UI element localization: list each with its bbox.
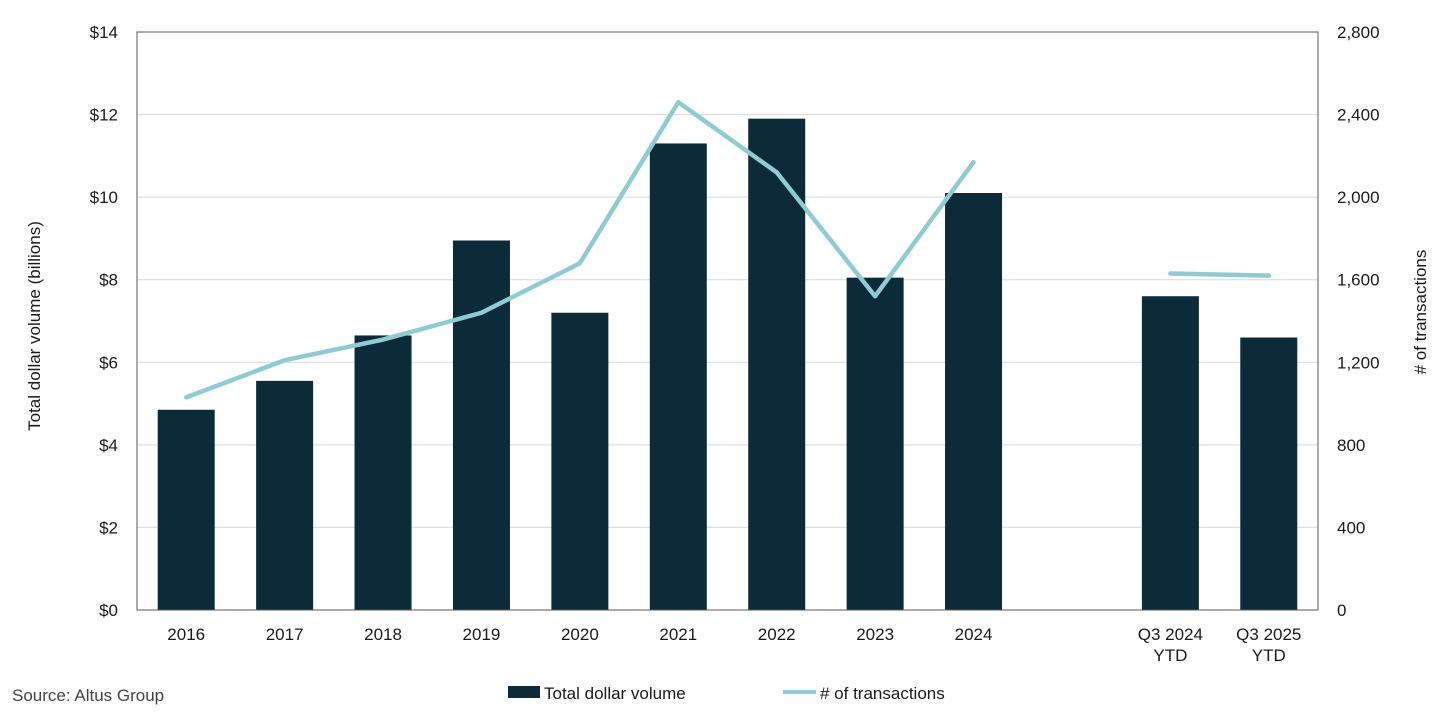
y-left-tick-label: $14 <box>90 23 118 42</box>
x-tick-label: 2021 <box>659 625 697 644</box>
y-left-tick-label: $10 <box>90 188 118 207</box>
legend: Total dollar volume # of transactions <box>508 684 945 703</box>
x-tick-label-line: 2016 <box>167 625 205 644</box>
x-tick-label-line: YTD <box>1252 646 1286 665</box>
bar <box>551 312 609 610</box>
x-tick-label-line: YTD <box>1153 646 1187 665</box>
x-axis-ticks: 2016 2017 2018 2019 2020 2021 2022 2023 2024 Q3 2… <box>167 625 1301 665</box>
x-tick-label-line: 2024 <box>955 625 993 644</box>
y-right-tick-label: 400 <box>1337 518 1365 537</box>
source-note: Source: Altus Group <box>12 686 164 705</box>
bar <box>452 240 510 610</box>
x-tick-label-line: 2023 <box>856 625 894 644</box>
x-tick-label-line: 2021 <box>659 625 697 644</box>
y-left-tick-label: $8 <box>99 271 118 290</box>
x-tick-label-line: 2022 <box>758 625 796 644</box>
y-left-tick-label: $6 <box>99 353 118 372</box>
plot-frame <box>136 31 1319 611</box>
legend-swatch-bar <box>508 686 540 698</box>
bar <box>846 277 904 610</box>
y-left-tick-label: $2 <box>99 518 118 537</box>
x-tick-label-line: 2019 <box>463 625 501 644</box>
y-right-tick-label: 1,200 <box>1337 353 1380 372</box>
x-tick-label: 2024 <box>955 625 993 644</box>
x-tick-label: 2022 <box>758 625 796 644</box>
x-tick-label-line: Q3 2025 <box>1236 625 1301 644</box>
y-right-tick-label: 0 <box>1337 601 1346 620</box>
bar <box>157 409 215 610</box>
y-left-axis-label: Total dollar volume (billions) <box>25 221 44 431</box>
x-tick-label: 2019 <box>463 625 501 644</box>
x-tick-label: 2020 <box>561 625 599 644</box>
x-tick-label-line: 2018 <box>364 625 402 644</box>
x-tick-label: Q3 2024 YTD <box>1138 625 1203 665</box>
y-left-tick-label: $12 <box>90 106 118 125</box>
x-tick-label-line: 2017 <box>266 625 304 644</box>
right-axis-ticks: 0 400 800 1,200 1,600 2,000 2,400 2,800 <box>1337 23 1380 620</box>
series-line <box>1168 271 1272 278</box>
plot-border <box>136 31 1319 611</box>
bar <box>945 193 1003 610</box>
series-line <box>183 99 976 400</box>
gridlines <box>137 114 1318 528</box>
bar <box>649 143 707 610</box>
bar <box>256 380 314 610</box>
bar <box>1141 296 1199 610</box>
left-axis-ticks: $0 $2 $4 $6 $8 $10 $12 $14 <box>90 23 118 620</box>
x-tick-label: 2023 <box>856 625 894 644</box>
x-tick-label-line: 2020 <box>561 625 599 644</box>
y-left-tick-label: $0 <box>99 601 118 620</box>
line-series <box>183 99 1272 400</box>
bar <box>748 118 806 610</box>
x-tick-label-line: Q3 2024 <box>1138 625 1203 644</box>
bar-series <box>157 118 1298 610</box>
y-left-tick-label: $4 <box>99 436 118 455</box>
legend-label-line: # of transactions <box>820 684 945 703</box>
y-right-tick-label: 1,600 <box>1337 271 1380 290</box>
bar <box>1240 337 1298 610</box>
y-right-tick-label: 2,400 <box>1337 106 1380 125</box>
legend-label-bar: Total dollar volume <box>544 684 686 703</box>
y-right-axis-label: # of transactions <box>1411 250 1430 375</box>
bar <box>354 335 412 610</box>
y-right-tick-label: 2,800 <box>1337 23 1380 42</box>
x-tick-label: 2016 <box>167 625 205 644</box>
x-tick-label: 2017 <box>266 625 304 644</box>
x-tick-label: Q3 2025 YTD <box>1236 625 1301 665</box>
y-right-tick-label: 800 <box>1337 436 1365 455</box>
y-right-tick-label: 2,000 <box>1337 188 1380 207</box>
x-tick-label: 2018 <box>364 625 402 644</box>
